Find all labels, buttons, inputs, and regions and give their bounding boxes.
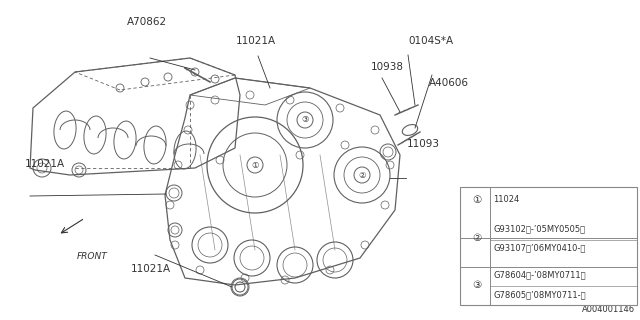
Text: 10938: 10938 xyxy=(371,62,404,72)
Text: A40606: A40606 xyxy=(429,78,468,88)
Text: 11021A: 11021A xyxy=(236,36,276,46)
Circle shape xyxy=(297,112,313,128)
Text: 0104S*A: 0104S*A xyxy=(408,36,454,46)
Text: G78604（-’08MY0711）: G78604（-’08MY0711） xyxy=(493,271,586,280)
Text: A70862: A70862 xyxy=(127,17,167,28)
Circle shape xyxy=(354,167,370,183)
Text: ②: ② xyxy=(358,171,365,180)
Bar xyxy=(460,187,637,305)
Text: 11024: 11024 xyxy=(493,196,520,204)
Text: FRONT: FRONT xyxy=(77,252,108,261)
Text: A004001146: A004001146 xyxy=(582,305,635,314)
Text: 11093: 11093 xyxy=(406,139,440,149)
Text: G93107（’06MY0410-）: G93107（’06MY0410-） xyxy=(493,244,586,252)
Text: ③: ③ xyxy=(472,280,481,290)
Circle shape xyxy=(247,157,263,173)
Text: G93102（-’05MY0505）: G93102（-’05MY0505） xyxy=(493,224,586,233)
Text: ①: ① xyxy=(252,161,259,170)
Text: G78605（’08MY0711-）: G78605（’08MY0711-） xyxy=(493,290,586,299)
Text: ②: ② xyxy=(472,233,481,244)
Text: ①: ① xyxy=(472,195,481,205)
Text: 11021A: 11021A xyxy=(131,264,172,275)
Text: 11021A: 11021A xyxy=(24,159,65,169)
Text: ③: ③ xyxy=(301,116,308,124)
